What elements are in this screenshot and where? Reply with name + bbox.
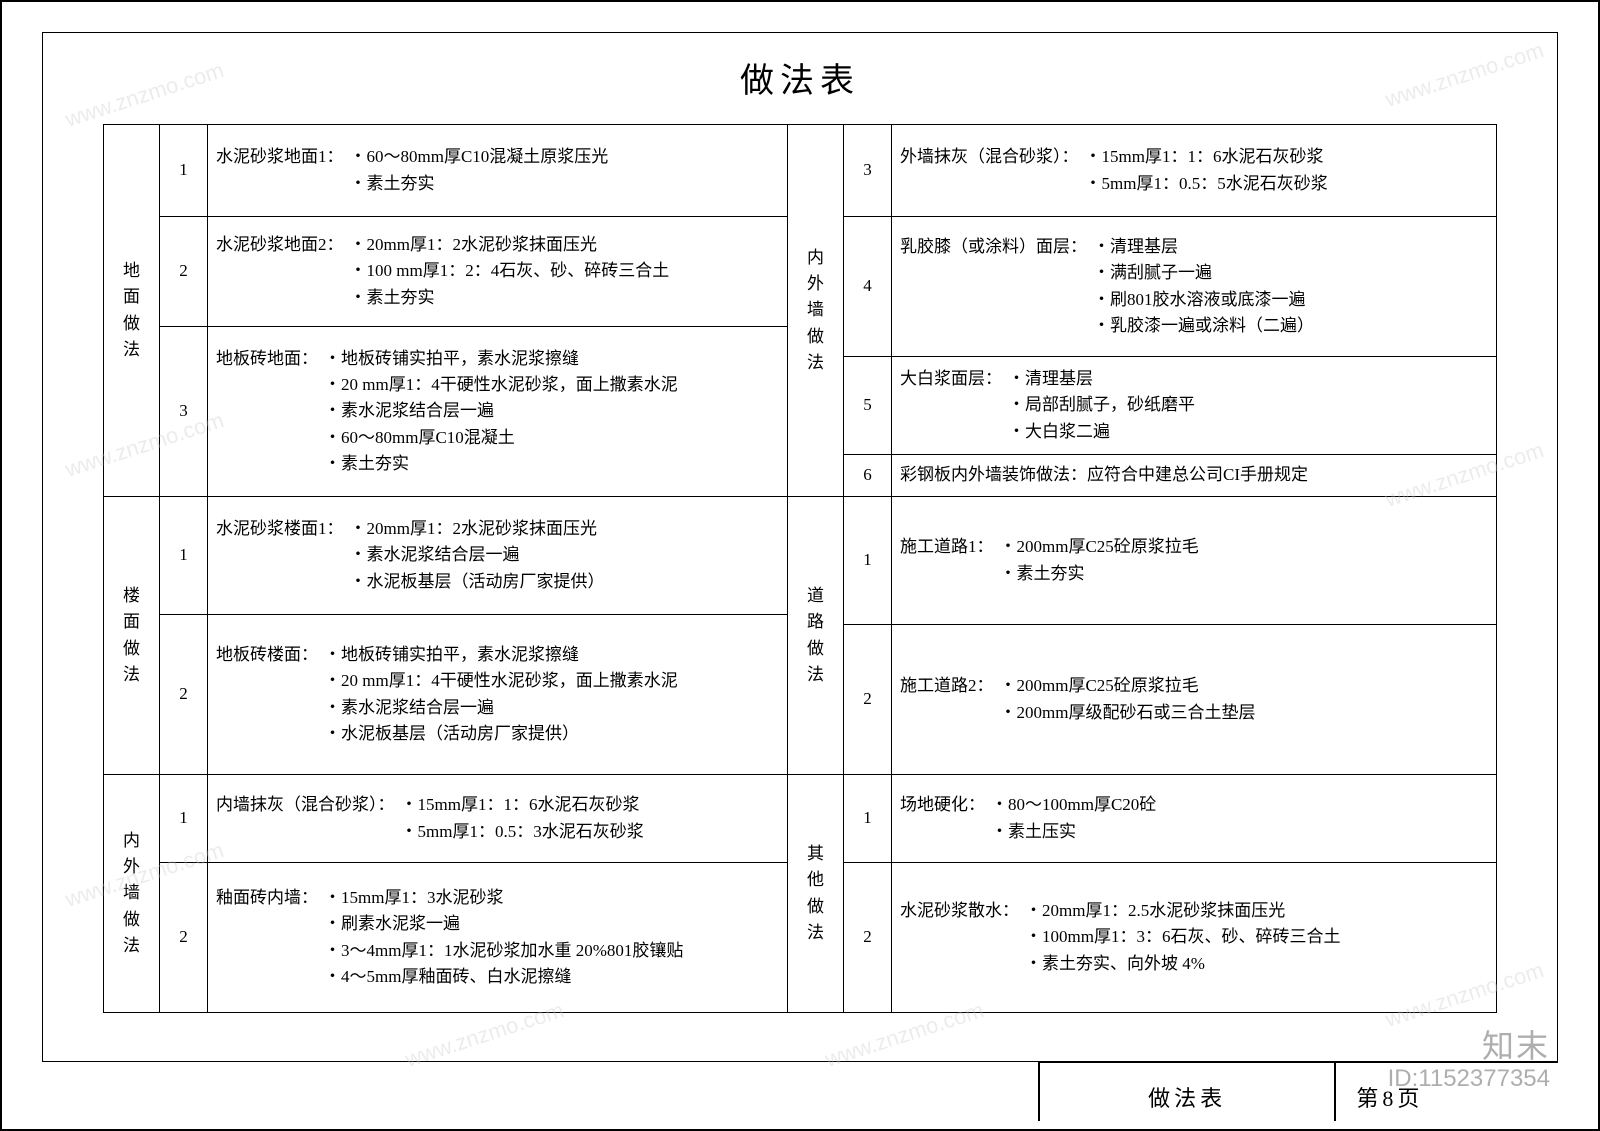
row-number: 6 [844,455,892,497]
row-number: 4 [844,217,892,357]
page-title: 做法表 [103,53,1497,102]
method-description: 水泥砂浆散水：20mm厚1：2.5水泥砂浆抹面压光100mm厚1：3：6石灰、砂… [892,863,1497,1013]
footer-label: 做法表 [1040,1063,1336,1121]
row-number: 3 [160,327,208,497]
row-number: 1 [160,497,208,615]
method-description: 乳胶膝（或涂料）面层：清理基层满刮腻子一遍刷801胶水溶液或底漆一遍乳胶漆一遍或… [892,217,1497,357]
method-description: 釉面砖内墙：15mm厚1：3水泥砂浆刷素水泥浆一遍3～4mm厚1：1水泥砂浆加水… [208,863,788,1013]
row-number: 1 [160,125,208,217]
category-cell: 内外墙做法 [104,775,160,1013]
method-description: 水泥砂浆地面1：60～80mm厚C10混凝土原浆压光素土夯实 [208,125,788,217]
category-cell: 其他做法 [788,775,844,1013]
row-number: 3 [844,125,892,217]
method-description: 施工道路2：200mm厚C25砼原浆拉毛200mm厚级配砂石或三合土垫层 [892,625,1497,775]
method-description: 场地硬化：80～100mm厚C20砼素土压实 [892,775,1497,863]
row-number: 1 [160,775,208,863]
method-description: 地板砖地面：地板砖铺实拍平，素水泥浆擦缝20 mm厚1：4干硬性水泥砂浆，面上撒… [208,327,788,497]
inner-frame: 做法表 地面做法1水泥砂浆地面1：60～80mm厚C10混凝土原浆压光素土夯实内… [42,32,1558,1062]
methods-table: 地面做法1水泥砂浆地面1：60～80mm厚C10混凝土原浆压光素土夯实内外墙做法… [103,124,1497,1013]
row-number: 1 [844,775,892,863]
category-cell: 道路做法 [788,497,844,775]
page-frame: 做法表 地面做法1水泥砂浆地面1：60～80mm厚C10混凝土原浆压光素土夯实内… [0,0,1600,1131]
row-number: 5 [844,357,892,455]
row-number: 2 [160,217,208,327]
method-description: 彩钢板内外墙装饰做法：应符合中建总公司CI手册规定 [892,455,1497,497]
category-cell: 楼面做法 [104,497,160,775]
category-cell: 内外墙做法 [788,125,844,497]
method-description: 大白浆面层：清理基层局部刮腻子，砂纸磨平大白浆二遍 [892,357,1497,455]
method-description: 外墙抹灰（混合砂浆）：15mm厚1：1：6水泥石灰砂浆5mm厚1：0.5：5水泥… [892,125,1497,217]
method-description: 水泥砂浆楼面1：20mm厚1：2水泥砂浆抹面压光素水泥浆结合层一遍水泥板基层（活… [208,497,788,615]
row-number: 2 [844,625,892,775]
method-description: 地板砖楼面：地板砖铺实拍平，素水泥浆擦缝20 mm厚1：4干硬性水泥砂浆，面上撒… [208,615,788,775]
method-description: 水泥砂浆地面2：20mm厚1：2水泥砂浆抹面压光100 mm厚1：2：4石灰、砂… [208,217,788,327]
row-number: 2 [160,615,208,775]
row-number: 1 [844,497,892,625]
row-number: 2 [160,863,208,1013]
method-description: 内墙抹灰（混合砂浆）：15mm厚1：1：6水泥石灰砂浆5mm厚1：0.5：3水泥… [208,775,788,863]
category-cell: 地面做法 [104,125,160,497]
watermark-logo: 知末 [1482,1021,1550,1067]
row-number: 2 [844,863,892,1013]
watermark-id: ID:1152377354 [1388,1065,1550,1093]
method-description: 施工道路1：200mm厚C25砼原浆拉毛素土夯实 [892,497,1497,625]
